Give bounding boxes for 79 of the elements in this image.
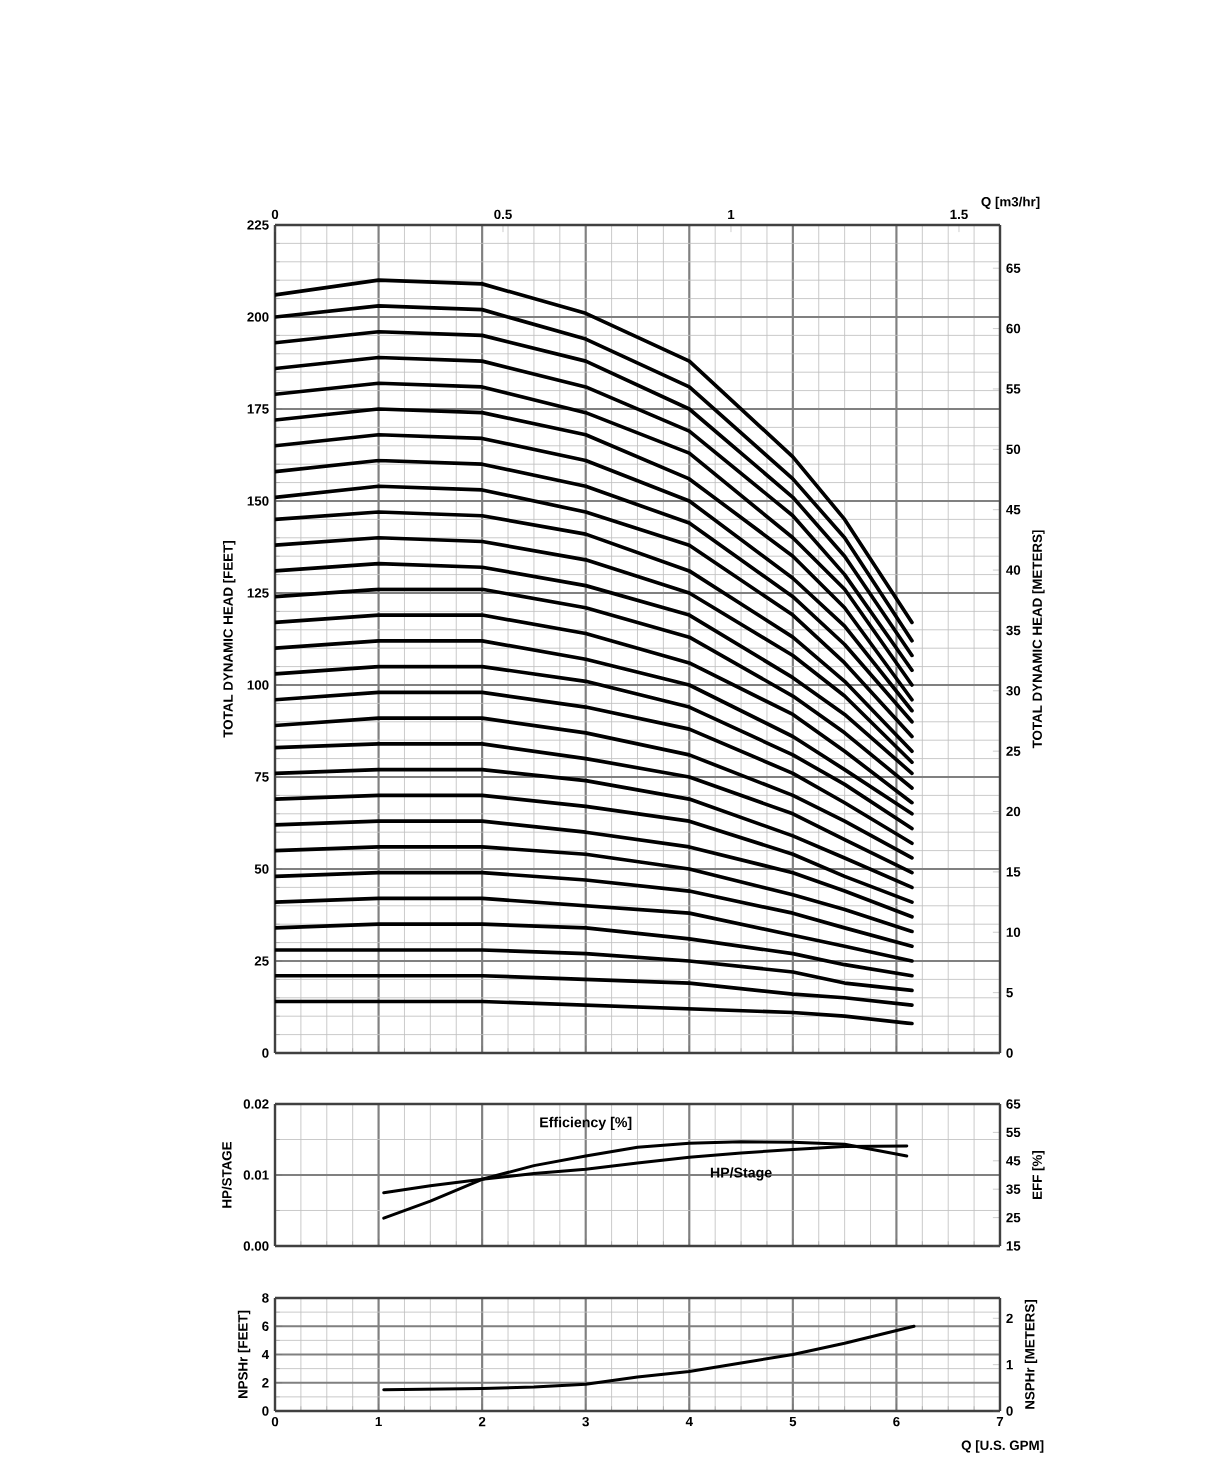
x-tick-label: 5 (789, 1416, 797, 1427)
x-tick-label: 1 (375, 1416, 382, 1427)
y-tick-label: 0.02 (243, 1099, 269, 1109)
line-series (382, 1140, 909, 1220)
y-tick-label: 150 (247, 496, 269, 506)
line-series (275, 819, 914, 919)
line-series (275, 767, 914, 890)
y2-tick-label: 20 (1006, 806, 1021, 817)
y-tick-label: 0.00 (243, 1241, 269, 1251)
x2-tick-label: 0.5 (494, 209, 512, 220)
x-tick-label: 4 (685, 1416, 693, 1427)
y2-tick-label: 45 (1006, 505, 1021, 515)
series-label: Efficiency [%] (540, 1116, 632, 1131)
y2-tick-label: 45 (1006, 1156, 1021, 1166)
line-series (382, 1324, 916, 1392)
y2-tick-label: 65 (1006, 1099, 1021, 1109)
y-tick-label: 50 (254, 864, 269, 874)
y2-tick-label: 35 (1006, 1184, 1021, 1194)
y2-tick-label: 30 (1006, 686, 1021, 696)
x-tick-label: 0 (271, 1416, 279, 1427)
y2-tick-label: 25 (1006, 1212, 1021, 1223)
y2-axis-title: TOTAL DYNAMIC HEAD [METERS] (1032, 530, 1045, 749)
y-axis-title: HP/STAGE (221, 1141, 232, 1208)
y-tick-label: 0.01 (243, 1170, 269, 1180)
y-tick-label: 125 (247, 588, 269, 598)
line-series (275, 716, 914, 860)
y-tick-label: 6 (262, 1321, 269, 1331)
y2-tick-label: 15 (1006, 867, 1021, 877)
y2-tick-label: 50 (1006, 444, 1021, 455)
line-series (275, 742, 914, 875)
line-series (275, 587, 914, 790)
x2-tick-label: 1.5 (950, 209, 968, 220)
x-axis-title: Q [U.S. GPM] (961, 1440, 1044, 1453)
line-series (275, 922, 914, 978)
y2-axis-title: NSPHr [METERS] (1024, 1300, 1038, 1409)
line-series (275, 613, 914, 805)
y2-tick-label: 65 (1006, 263, 1021, 273)
line-series (275, 561, 914, 776)
x-tick-label: 6 (893, 1416, 900, 1427)
line-series (275, 664, 914, 831)
line-series (275, 845, 914, 934)
y2-tick-label: 10 (1006, 927, 1021, 937)
y2-tick-label: 0 (1006, 1406, 1013, 1416)
y-tick-label: 175 (247, 404, 269, 414)
y2-tick-label: 0 (1006, 1048, 1013, 1058)
y2-tick-label: 55 (1006, 384, 1021, 394)
y-tick-label: 2 (262, 1378, 269, 1388)
y2-tick-label: 40 (1006, 565, 1021, 575)
y2-tick-label: 5 (1006, 987, 1013, 998)
line-series (275, 793, 914, 904)
y2-tick-label: 25 (1006, 746, 1021, 756)
y-tick-label: 0 (262, 1048, 269, 1058)
y2-tick-label: 1 (1006, 1360, 1013, 1370)
x-tick-label: 7 (996, 1416, 1004, 1427)
line-series (275, 870, 914, 949)
line-series (275, 690, 914, 846)
y-tick-label: 0 (262, 1406, 269, 1416)
line-series (275, 638, 914, 816)
y-tick-label: 75 (254, 772, 269, 782)
x2-axis-title: Q [m3/hr] (981, 196, 1040, 210)
y-tick-label: 100 (247, 680, 269, 690)
y2-tick-label: 55 (1006, 1127, 1021, 1138)
y-tick-label: 200 (247, 312, 269, 322)
y-axis-title: NPSHr [FEET] (237, 1310, 251, 1399)
x-tick-label: 3 (582, 1416, 589, 1427)
y2-tick-label: 15 (1006, 1241, 1021, 1251)
y2-tick-label: 2 (1006, 1313, 1013, 1323)
x2-tick-label: 0 (271, 209, 279, 220)
y-axis-title: TOTAL DYNAMIC HEAD [FEET] (222, 541, 236, 738)
y2-tick-label: 35 (1006, 625, 1021, 636)
y-tick-label: 225 (247, 220, 269, 230)
x-tick-label: 2 (478, 1416, 486, 1427)
y2-axis-title: EFF [%] (1032, 1150, 1045, 1199)
y-tick-label: 25 (254, 956, 269, 966)
series-label: HP/Stage (710, 1167, 772, 1181)
y2-tick-label: 60 (1006, 323, 1021, 334)
y-tick-label: 8 (262, 1293, 269, 1303)
x2-tick-label: 1 (728, 209, 735, 220)
y-tick-label: 4 (261, 1349, 270, 1360)
